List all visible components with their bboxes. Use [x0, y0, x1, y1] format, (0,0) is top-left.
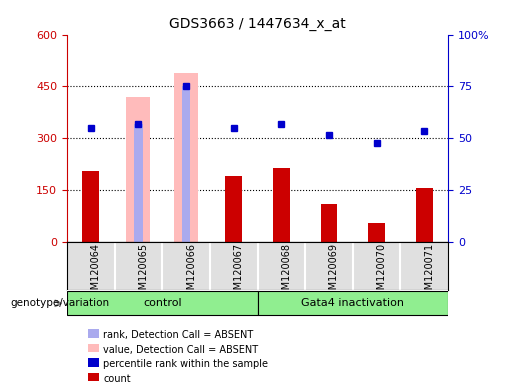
Text: count: count [103, 374, 131, 384]
Bar [416, 189, 433, 242]
Text: rank, Detection Call = ABSENT: rank, Detection Call = ABSENT [103, 330, 253, 340]
Text: genotype/variation: genotype/variation [10, 298, 109, 308]
Text: GSM120070: GSM120070 [376, 243, 387, 303]
Bar [82, 171, 99, 242]
Text: GSM120071: GSM120071 [424, 243, 434, 303]
Text: GSM120068: GSM120068 [281, 243, 291, 302]
Text: control: control [143, 298, 182, 308]
Bar [67, 291, 258, 316]
Bar [273, 168, 289, 242]
Bar [127, 97, 150, 242]
Bar [368, 223, 385, 242]
Bar [258, 291, 448, 316]
Text: GSM120067: GSM120067 [234, 243, 244, 303]
Text: percentile rank within the sample: percentile rank within the sample [103, 359, 268, 369]
Bar [321, 204, 337, 242]
Bar [174, 73, 198, 242]
Text: value, Detection Call = ABSENT: value, Detection Call = ABSENT [103, 345, 258, 355]
Text: GSM120069: GSM120069 [329, 243, 339, 302]
Text: GDS3663 / 1447634_x_at: GDS3663 / 1447634_x_at [169, 17, 346, 31]
Text: GSM120064: GSM120064 [91, 243, 101, 302]
Text: Gata4 inactivation: Gata4 inactivation [301, 298, 404, 308]
Bar [226, 176, 242, 242]
Text: GSM120066: GSM120066 [186, 243, 196, 302]
Bar [134, 124, 143, 242]
Bar [182, 86, 190, 242]
Text: GSM120065: GSM120065 [139, 243, 148, 303]
